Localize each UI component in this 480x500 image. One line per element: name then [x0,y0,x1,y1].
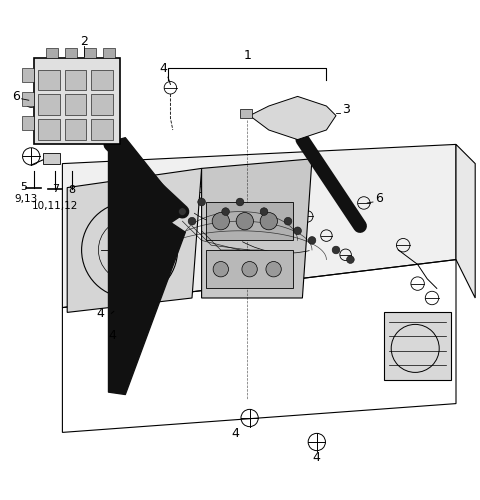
Circle shape [260,212,277,230]
Bar [22,92,34,106]
Bar [91,120,113,140]
Polygon shape [456,144,475,298]
Text: 4: 4 [313,451,321,464]
Bar [65,120,86,140]
Text: 4: 4 [97,307,105,320]
Circle shape [188,218,196,225]
Text: 7: 7 [52,184,59,194]
Bar [206,202,293,240]
Text: 9,13: 9,13 [15,194,38,204]
Bar [103,48,115,58]
Text: 5: 5 [21,182,27,192]
Circle shape [222,208,229,216]
Circle shape [260,208,268,216]
Bar [46,48,58,58]
Circle shape [347,256,354,264]
Bar [206,250,293,288]
Text: 8: 8 [69,186,75,196]
Circle shape [294,227,301,234]
Circle shape [198,198,205,206]
Polygon shape [250,96,336,140]
Polygon shape [62,144,456,308]
Text: 4: 4 [231,427,239,440]
Circle shape [213,262,228,277]
Bar [91,70,113,89]
Bar [38,94,60,114]
Bar [91,94,113,114]
Bar [65,48,77,58]
Bar [22,68,34,82]
Bar [384,312,451,380]
Bar [38,70,60,89]
Bar [22,116,34,130]
Circle shape [179,208,186,216]
Circle shape [266,262,281,277]
Bar [240,110,252,118]
Text: 6: 6 [12,90,20,103]
Circle shape [236,212,253,230]
Circle shape [332,246,340,254]
Bar [43,153,60,164]
Text: 10,11,12: 10,11,12 [32,201,78,211]
Text: 6: 6 [375,192,383,205]
Text: 3: 3 [342,103,349,116]
Polygon shape [202,159,312,298]
Circle shape [242,262,257,277]
Circle shape [308,236,316,244]
Bar [38,120,60,140]
Bar [84,48,96,58]
Circle shape [284,218,292,225]
Bar [65,94,86,114]
Text: 1: 1 [243,49,251,62]
Circle shape [212,212,229,230]
Text: 4: 4 [159,62,167,76]
Text: 4: 4 [109,329,117,342]
Bar [65,70,86,89]
Text: 2: 2 [80,34,88,48]
Bar [34,58,120,144]
Circle shape [236,198,244,206]
Polygon shape [67,168,202,312]
